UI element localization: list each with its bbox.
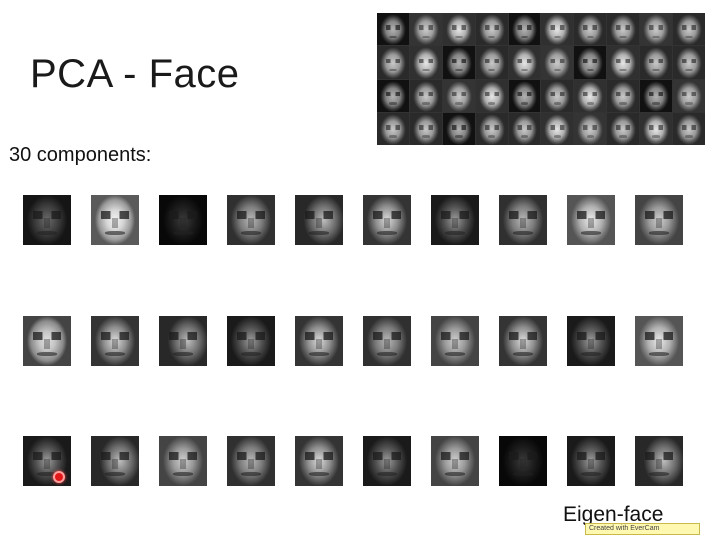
eigenface-tile <box>159 316 207 366</box>
dataset-face-thumbnail <box>508 13 541 46</box>
eigenface-tile <box>23 195 71 245</box>
eigenface-tile <box>91 436 139 486</box>
eigenface-tile <box>295 195 343 245</box>
dataset-face-thumbnail <box>475 46 508 79</box>
eigenface-tile <box>227 195 275 245</box>
eigenface-row-1 <box>23 195 683 245</box>
eigen-face-label: Eigen-face <box>563 503 664 526</box>
cursor-marker <box>53 471 65 483</box>
components-label: 30 components: <box>9 144 152 166</box>
eigenface-tile <box>91 316 139 366</box>
eigenface-tile <box>499 316 547 366</box>
eigenface-tile <box>159 436 207 486</box>
dataset-face-thumbnail <box>377 112 409 145</box>
dataset-face-thumbnail <box>541 79 574 112</box>
eigenface-tile <box>363 436 411 486</box>
eigenface-tile <box>499 436 547 486</box>
dataset-face-thumbnail <box>607 46 640 79</box>
eigenface-tile <box>635 195 683 245</box>
dataset-face-thumbnail <box>409 46 442 79</box>
eigenface-tile <box>23 316 71 366</box>
face-dataset-mosaic <box>377 13 705 145</box>
watermark-badge: Created with EverCam <box>585 523 700 535</box>
dataset-face-thumbnail <box>475 79 508 112</box>
dataset-face-thumbnail <box>409 13 442 46</box>
dataset-face-thumbnail <box>574 46 607 79</box>
eigenface-tile <box>499 195 547 245</box>
eigenface-tile <box>431 316 479 366</box>
dataset-face-thumbnail <box>607 112 640 145</box>
dataset-face-thumbnail <box>442 46 475 79</box>
dataset-face-thumbnail <box>574 79 607 112</box>
dataset-face-thumbnail <box>673 79 705 112</box>
dataset-face-thumbnail <box>673 46 705 79</box>
eigenface-row-2 <box>23 316 683 366</box>
eigenface-tile <box>635 436 683 486</box>
dataset-face-thumbnail <box>409 79 442 112</box>
dataset-face-thumbnail <box>640 13 673 46</box>
eigenface-tile <box>567 436 615 486</box>
dataset-face-thumbnail <box>377 46 409 79</box>
dataset-face-thumbnail <box>377 13 409 46</box>
dataset-face-thumbnail <box>508 46 541 79</box>
dataset-face-thumbnail <box>409 112 442 145</box>
dataset-face-thumbnail <box>640 79 673 112</box>
dataset-face-thumbnail <box>574 13 607 46</box>
dataset-face-thumbnail <box>475 112 508 145</box>
eigenface-tile <box>567 195 615 245</box>
eigenface-tile <box>363 195 411 245</box>
eigenface-tile <box>431 436 479 486</box>
eigenface-tile <box>295 436 343 486</box>
eigenface-tile <box>363 316 411 366</box>
eigenface-tile <box>159 195 207 245</box>
dataset-face-thumbnail <box>640 112 673 145</box>
eigenface-tile <box>91 195 139 245</box>
dataset-face-thumbnail <box>442 79 475 112</box>
dataset-face-thumbnail <box>673 13 705 46</box>
dataset-face-thumbnail <box>673 112 705 145</box>
dataset-face-thumbnail <box>541 112 574 145</box>
eigenface-row-3 <box>23 436 683 486</box>
dataset-face-thumbnail <box>607 79 640 112</box>
dataset-face-thumbnail <box>607 13 640 46</box>
eigenface-tile <box>227 436 275 486</box>
dataset-face-thumbnail <box>574 112 607 145</box>
eigenface-tile <box>295 316 343 366</box>
dataset-face-thumbnail <box>541 46 574 79</box>
dataset-face-thumbnail <box>541 13 574 46</box>
dataset-face-thumbnail <box>377 79 409 112</box>
dataset-face-thumbnail <box>475 13 508 46</box>
dataset-face-thumbnail <box>442 13 475 46</box>
eigenface-tile <box>431 195 479 245</box>
slide-title: PCA - Face <box>30 52 240 96</box>
eigenface-tile <box>227 316 275 366</box>
dataset-face-thumbnail <box>442 112 475 145</box>
dataset-face-thumbnail <box>508 79 541 112</box>
eigenface-tile <box>23 436 71 486</box>
dataset-face-thumbnail <box>508 112 541 145</box>
eigenface-tile <box>635 316 683 366</box>
dataset-face-thumbnail <box>640 46 673 79</box>
eigenface-tile <box>567 316 615 366</box>
